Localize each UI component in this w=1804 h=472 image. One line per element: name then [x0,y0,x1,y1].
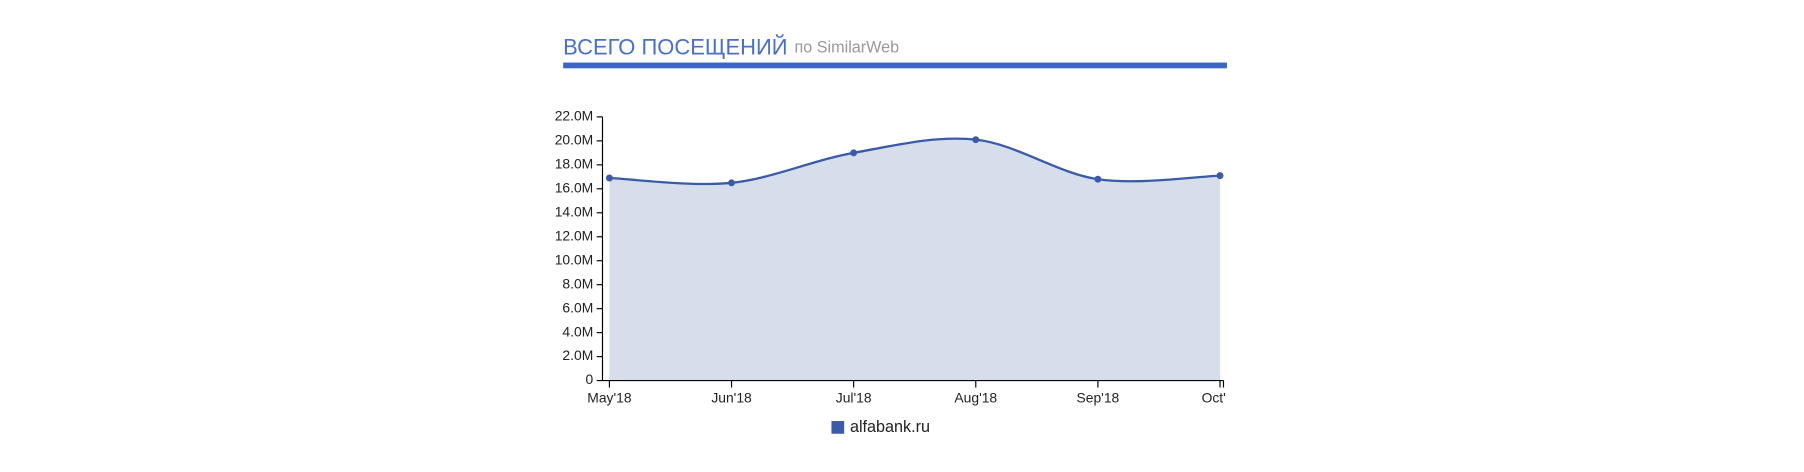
subtitle: по SimilarWeb [795,39,900,57]
x-tick-label: Jun'18 [711,390,752,406]
point [1216,172,1224,180]
x-tick-label: Sep'18 [1077,390,1120,406]
y-tick-label: 10.0M [555,251,594,267]
y-tick-label: 12.0M [555,227,594,243]
title: ВСЕГО ПОСЕЩЕНИЙ [563,34,787,59]
y-tick-label: 22.0M [555,108,594,124]
x-tick-label: Aug'18 [954,390,997,406]
area [609,138,1221,381]
y-tick-label: 2.0M [562,347,593,363]
point [1094,175,1102,183]
point [605,174,613,182]
y-tick-label: 4.0M [562,323,593,339]
x-tick-label: May'18 [587,390,632,406]
legend-label: alfabank.ru [850,418,930,436]
point [728,179,736,187]
y-tick-label: 8.0M [562,275,593,291]
point [850,149,858,157]
x-tick-label: Oct' [1202,390,1226,406]
y-tick-label: 16.0M [555,179,594,195]
chart-title: ВСЕГО ПОСЕЩЕНИЙ по SimilarWeb [563,34,899,59]
y-tick-label: 18.0M [555,155,594,171]
y-tick-label: 6.0M [562,299,593,315]
title-underline [563,62,1227,69]
legend-swatch [831,421,845,434]
line [609,137,1221,186]
y-tick-label: 20.0M [555,132,594,148]
y-tick-label: 14.0M [555,203,594,219]
y-tick-label: 0 [586,371,594,387]
point [972,136,980,144]
x-tick-label: Jul'18 [836,390,872,406]
